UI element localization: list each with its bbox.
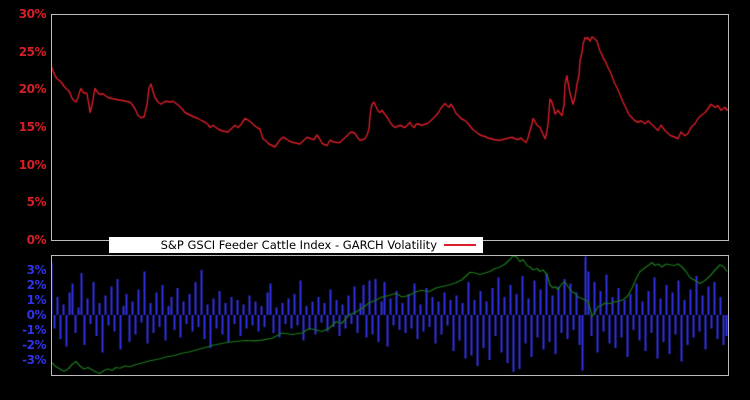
top-ytick-5: 5% [26, 195, 47, 209]
return-price-canvas [52, 256, 728, 375]
garch-volatility-line-swatch [444, 244, 476, 246]
bottom-ytick-n3: -3% [22, 353, 46, 367]
bottom-ytick-1: 1% [26, 293, 47, 307]
garch-volatility-canvas [52, 15, 728, 240]
top-ytick-10: 10% [18, 158, 47, 172]
top-legend: S&P GSCI Feeder Cattle Index - GARCH Vol… [109, 237, 483, 253]
bottom-ytick-2: 2% [26, 278, 47, 292]
top-legend-row: S&P GSCI Feeder Cattle Index - GARCH Vol… [109, 237, 483, 253]
bottom-ytick-n2: -2% [22, 338, 46, 352]
top-ytick-20: 20% [18, 82, 47, 96]
garch-volatility-plot: S&P GSCI Feeder Cattle Index - GARCH Vol… [51, 14, 729, 253]
garch-volatility-legend-label: S&P GSCI Feeder Cattle Index - GARCH Vol… [160, 238, 437, 252]
top-ytick-15: 15% [18, 120, 47, 134]
return-price-plot: S&P GSCI Feeder Cattle Index Return S&P … [51, 255, 729, 376]
bottom-ytick-0: 0% [26, 308, 47, 322]
top-ytick-30: 30% [18, 7, 47, 21]
bottom-ytick-n1: -1% [22, 323, 46, 337]
top-ytick-0: 0% [26, 233, 47, 247]
top-ytick-25: 25% [18, 45, 47, 59]
bottom-ytick-3: 3% [26, 263, 47, 277]
